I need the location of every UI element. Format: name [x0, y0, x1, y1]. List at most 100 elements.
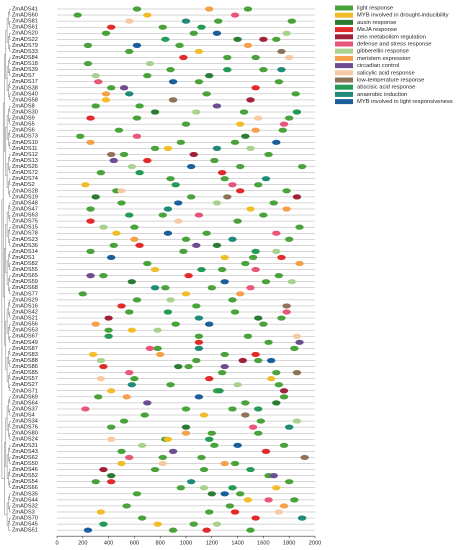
cis-element	[181, 18, 191, 24]
cis-element	[235, 291, 245, 297]
x-tick-label: 1000	[180, 541, 192, 547]
cis-element	[166, 176, 175, 182]
legend-swatch	[335, 19, 353, 25]
cis-element	[132, 133, 142, 139]
cis-element	[106, 479, 116, 485]
cis-element	[228, 485, 237, 491]
cis-element	[223, 67, 232, 73]
cis-element	[194, 315, 204, 321]
legend-swatch	[335, 12, 353, 18]
cis-element	[96, 376, 106, 382]
gene-label: ZmADS56	[12, 322, 38, 328]
cis-element	[202, 91, 211, 97]
cis-element	[186, 479, 196, 485]
cis-element	[171, 182, 180, 188]
cis-element	[143, 260, 152, 267]
cis-element	[282, 188, 291, 194]
gene-label: ZmADS84	[12, 55, 38, 61]
cis-element	[143, 12, 152, 18]
gene-label: ZmADS70	[12, 516, 38, 522]
gene-label: ZmADS15	[12, 225, 38, 231]
cis-element	[254, 430, 263, 436]
cis-element	[205, 321, 214, 327]
gene-label: ZmADS42	[12, 309, 38, 315]
gene-label: ZmADS86	[12, 364, 38, 370]
tree-branch	[9, 8, 11, 16]
cis-element	[279, 503, 289, 509]
cis-element	[251, 248, 260, 254]
tree-branch	[9, 384, 11, 391]
cis-element	[76, 133, 85, 139]
cis-element	[241, 260, 250, 267]
cis-element	[290, 497, 299, 503]
cis-element	[166, 297, 175, 303]
cis-element	[106, 254, 116, 261]
cis-element	[241, 400, 250, 406]
cis-element	[192, 303, 201, 309]
cis-element	[235, 491, 245, 497]
cis-element	[202, 230, 211, 236]
cis-element	[179, 248, 188, 254]
cis-element	[220, 491, 229, 497]
gene-label: ZmADS18	[12, 61, 38, 67]
gene-label: ZmADS64	[12, 400, 38, 406]
cis-element	[179, 54, 188, 61]
cis-element	[246, 206, 255, 212]
gene-label: ZmADS82	[12, 261, 38, 267]
cis-element	[122, 394, 131, 400]
legend-swatch	[335, 70, 353, 76]
cis-element	[132, 6, 142, 12]
cis-element	[150, 285, 160, 291]
gene-label: ZmADS28	[12, 188, 38, 194]
cis-element	[277, 67, 286, 73]
cis-element	[238, 357, 247, 364]
cis-element	[194, 345, 204, 351]
tree-branch	[9, 130, 11, 137]
gene-label: ZmADS44	[12, 497, 38, 503]
cis-element	[125, 309, 134, 315]
tree-branch	[9, 372, 11, 379]
cis-element	[109, 242, 118, 248]
gene-label: ZmADS53	[12, 328, 38, 334]
cis-element	[243, 42, 253, 48]
cis-element	[272, 248, 281, 254]
x-tick-label: 800	[156, 541, 165, 547]
cis-element	[163, 145, 173, 151]
cis-element	[239, 109, 249, 115]
gene-label: ZmADS73	[12, 134, 38, 140]
cis-element	[295, 260, 304, 267]
legend-label: circadian control	[357, 63, 399, 69]
cis-element	[86, 273, 95, 279]
cis-element	[184, 273, 193, 279]
cis-element	[251, 54, 260, 61]
cis-element	[235, 163, 245, 170]
cis-element	[96, 509, 106, 515]
gene-label: ZmADS23	[12, 237, 38, 243]
gene-label: ZmADS3	[12, 509, 35, 515]
cis-element	[117, 188, 126, 194]
cis-element	[135, 103, 144, 109]
tree-branch	[9, 433, 11, 440]
cis-element	[127, 279, 137, 285]
cis-element	[91, 194, 100, 200]
cis-element	[163, 309, 173, 315]
cis-element	[130, 376, 139, 382]
cis-element	[156, 351, 165, 358]
cis-element	[117, 460, 126, 467]
tree-branch	[9, 105, 11, 113]
cis-element	[220, 279, 229, 285]
cis-element	[295, 339, 304, 345]
cis-element	[287, 18, 296, 24]
cis-element	[279, 121, 289, 127]
cis-element	[269, 200, 278, 206]
cis-element	[168, 527, 178, 533]
cis-element	[94, 394, 103, 400]
gene-label: ZmADS58	[12, 97, 38, 103]
gene-label: ZmADS74	[12, 176, 38, 182]
cis-element	[106, 85, 116, 91]
cis-element	[181, 424, 191, 430]
tree-branch	[9, 445, 11, 452]
tree-branch	[9, 142, 11, 149]
cis-element	[99, 521, 108, 527]
cis-element	[106, 24, 116, 30]
